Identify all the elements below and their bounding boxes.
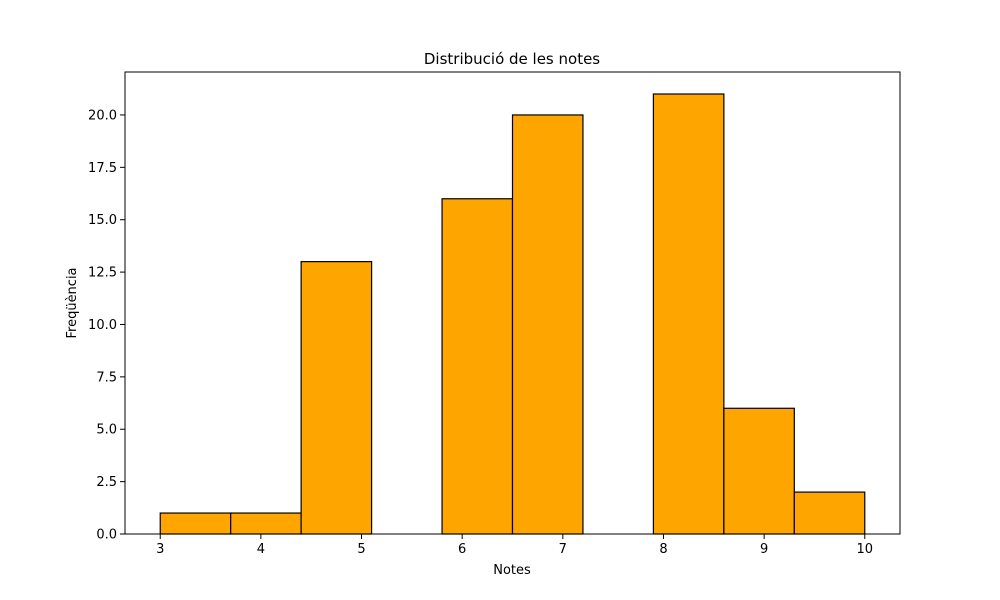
x-tick-label: 5 (357, 542, 365, 557)
x-tick-label: 10 (856, 542, 873, 557)
y-tick-label: 7.5 (96, 370, 117, 385)
x-tick-label: 6 (458, 542, 466, 557)
histogram-bar (793, 491, 866, 535)
y-tick-label: 5.0 (96, 423, 117, 438)
histogram-bar (511, 114, 584, 535)
y-tick-label: 17.5 (88, 161, 117, 176)
histogram-bar (723, 407, 795, 535)
y-axis-label: Freqüència (65, 267, 80, 338)
y-tick-label: 2.5 (96, 475, 117, 490)
x-axis-ticks: 3 4 5 6 7 8 9 10 (156, 534, 873, 557)
y-axis-ticks: 0.0 2.5 5.0 7.5 10.0 12.5 15.0 17.5 20.0 (88, 108, 125, 543)
histogram-bar (652, 93, 725, 535)
bars-group (159, 93, 866, 535)
x-tick-label: 7 (559, 542, 567, 557)
y-tick-label: 0.0 (96, 528, 117, 543)
y-tick-label: 20.0 (88, 108, 117, 123)
histogram-bar (300, 261, 373, 535)
x-tick-label: 9 (760, 542, 768, 557)
plot-frame (124, 71, 901, 535)
x-tick-label: 4 (257, 542, 265, 557)
histogram-bar (441, 198, 514, 535)
x-axis-label: Notes (493, 563, 531, 578)
y-tick-label: 10.0 (88, 318, 117, 333)
y-tick-label: 15.0 (88, 213, 117, 228)
histogram-bar (159, 512, 232, 535)
x-tick-label: 3 (156, 542, 164, 557)
histogram-bar (230, 512, 302, 535)
chart-title: Distribució de les notes (424, 50, 600, 68)
x-tick-label: 8 (659, 542, 667, 557)
y-tick-label: 12.5 (88, 266, 117, 281)
